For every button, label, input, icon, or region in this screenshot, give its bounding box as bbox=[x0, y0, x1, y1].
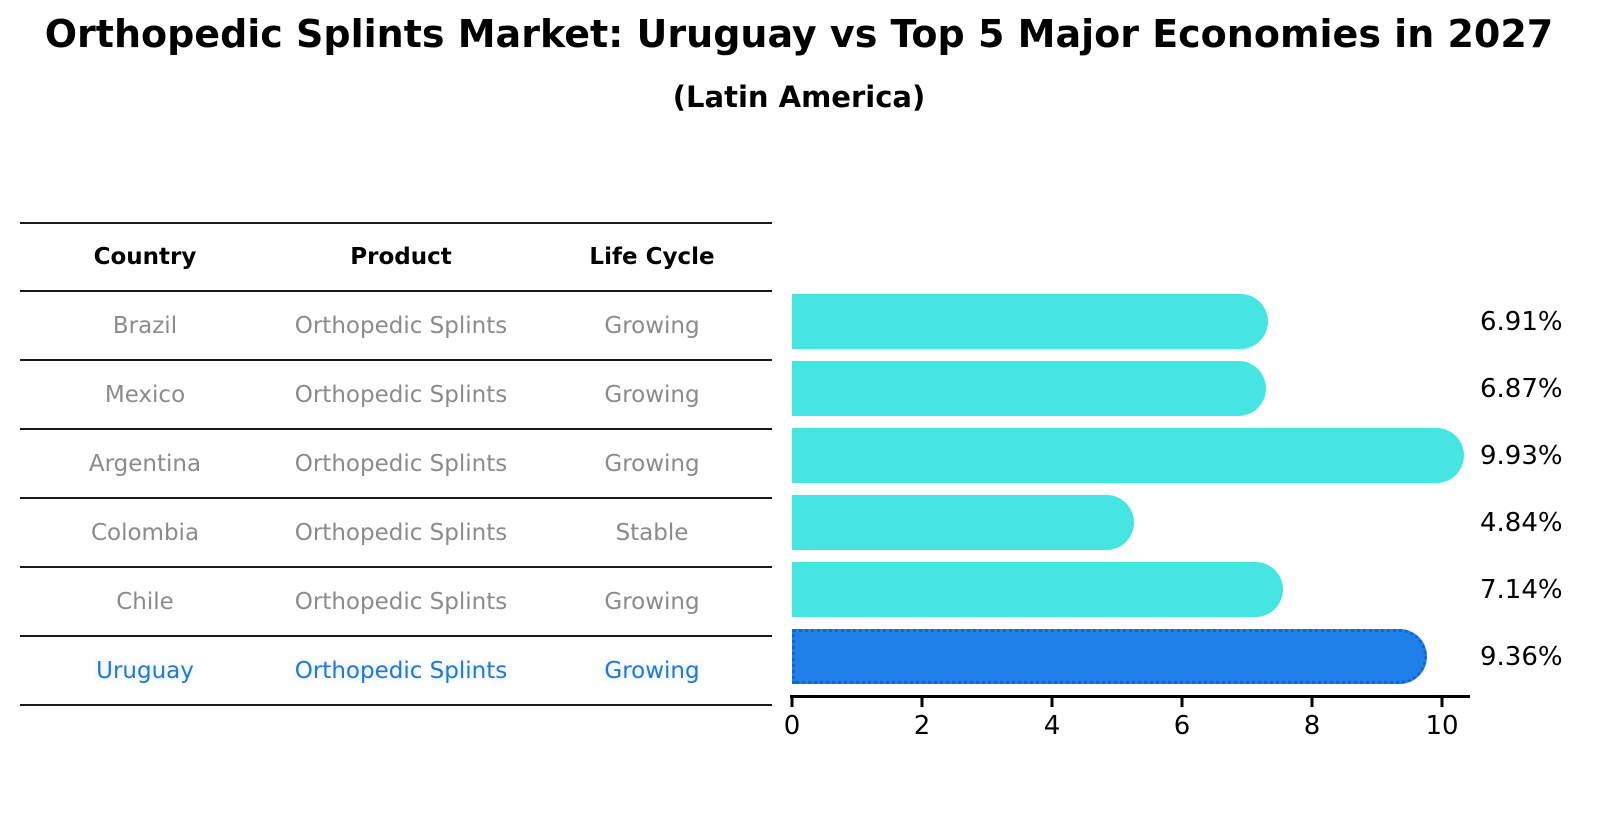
x-axis-line bbox=[790, 695, 1470, 698]
country-table: Country Product Life Cycle Brazil Orthopedic… bbox=[20, 222, 772, 706]
value-label-colombia: 4.84% bbox=[1480, 507, 1563, 538]
value-label-uruguay: 9.36% bbox=[1480, 641, 1563, 672]
x-axis-tick bbox=[1310, 698, 1314, 707]
bar-mexico bbox=[792, 361, 1266, 416]
table-cell-country: Uruguay bbox=[96, 657, 194, 684]
x-axis-tick-label: 4 bbox=[1043, 711, 1061, 741]
table-header-cell-product: Product bbox=[350, 244, 452, 270]
bar-colombia bbox=[792, 495, 1134, 550]
table-cell-life-cycle: Growing bbox=[604, 657, 700, 684]
table-cell-country: Brazil bbox=[112, 312, 178, 339]
table-cell-life-cycle: Stable bbox=[615, 519, 689, 546]
table-cell-life-cycle: Growing bbox=[604, 381, 700, 408]
table-row-brazil: Brazil Orthopedic Splints Growing bbox=[20, 292, 772, 361]
table-row-argentina: Argentina Orthopedic Splints Growing bbox=[20, 430, 772, 499]
table-cell-country: Mexico bbox=[104, 381, 186, 408]
table-cell-product: Orthopedic Splints bbox=[294, 657, 508, 684]
bar-brazil bbox=[792, 294, 1269, 349]
x-axis-tick-label: 8 bbox=[1303, 711, 1321, 741]
table-cell-product: Orthopedic Splints bbox=[294, 450, 508, 477]
table-row-uruguay: Uruguay Orthopedic Splints Growing bbox=[20, 637, 772, 706]
table-cell-life-cycle: Growing bbox=[604, 312, 700, 339]
value-label-chile: 7.14% bbox=[1480, 574, 1563, 605]
chart-subtitle: (Latin America) bbox=[672, 80, 926, 114]
x-axis-tick bbox=[1440, 698, 1444, 707]
table-header-cell-life-cycle: Life Cycle bbox=[589, 244, 715, 270]
table-header-cell-country: Country bbox=[93, 244, 197, 270]
table-row-mexico: Mexico Orthopedic Splints Growing bbox=[20, 361, 772, 430]
x-axis-tick bbox=[920, 698, 924, 707]
x-axis-tick-label: 0 bbox=[783, 711, 801, 741]
table-cell-product: Orthopedic Splints bbox=[294, 588, 508, 615]
table-row-chile: Chile Orthopedic Splints Growing bbox=[20, 568, 772, 637]
table-header-row: Country Product Life Cycle bbox=[20, 222, 772, 292]
table-cell-country: Argentina bbox=[88, 450, 202, 477]
table-cell-country: Chile bbox=[116, 588, 174, 615]
value-label-argentina: 9.93% bbox=[1480, 440, 1563, 471]
bar-chile bbox=[792, 562, 1284, 617]
x-axis-tick-label: 6 bbox=[1173, 711, 1191, 741]
table-cell-product: Orthopedic Splints bbox=[294, 519, 508, 546]
value-label-mexico: 6.87% bbox=[1480, 373, 1563, 404]
x-axis-tick-label: 10 bbox=[1425, 711, 1459, 741]
x-axis-tick bbox=[1050, 698, 1054, 707]
x-axis-tick bbox=[790, 698, 794, 707]
value-label-brazil: 6.91% bbox=[1480, 306, 1563, 337]
table-cell-life-cycle: Growing bbox=[604, 450, 700, 477]
bar-argentina bbox=[792, 428, 1465, 483]
table-cell-product: Orthopedic Splints bbox=[294, 381, 508, 408]
x-axis-tick bbox=[1180, 698, 1184, 707]
table-row-colombia: Colombia Orthopedic Splints Stable bbox=[20, 499, 772, 568]
chart-title: Orthopedic Splints Market: Uruguay vs To… bbox=[44, 12, 1554, 56]
bar-uruguay bbox=[792, 629, 1428, 684]
x-axis-tick-label: 2 bbox=[913, 711, 931, 741]
table-cell-product: Orthopedic Splints bbox=[294, 312, 508, 339]
table-cell-country: Colombia bbox=[90, 519, 200, 546]
table-cell-life-cycle: Growing bbox=[604, 588, 700, 615]
